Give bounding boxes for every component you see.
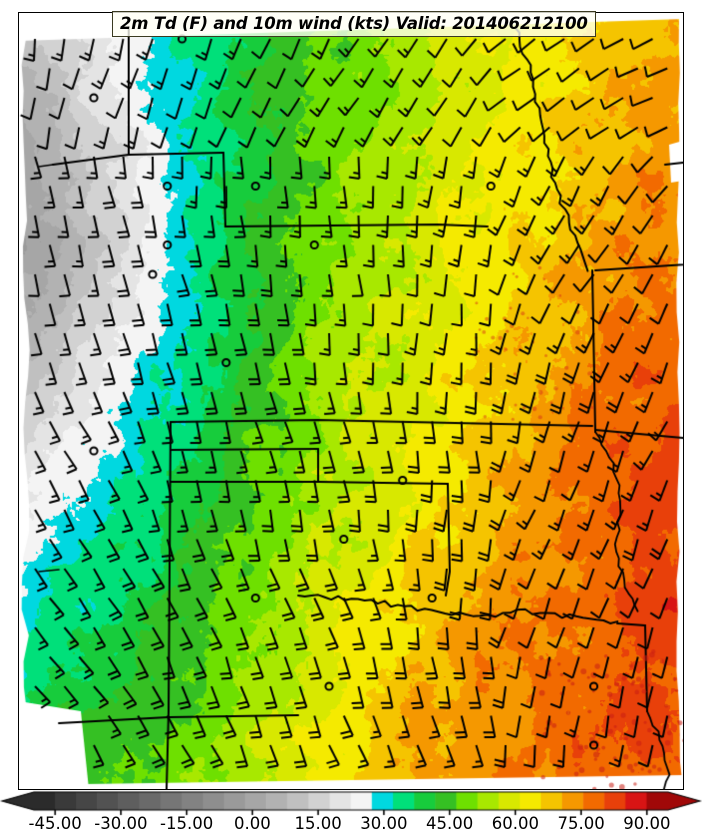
map-panel	[18, 12, 684, 790]
colorbar-tick-label: 75.00	[557, 814, 605, 833]
wind-barbs-overlay	[19, 13, 683, 789]
colorbar-tick-labels: -45.00 -30.00 -15.00 0.00 15.00 30.00 45.00 60.…	[0, 814, 702, 838]
colorbar-tick-label: -15.00	[160, 814, 214, 833]
colorbar-tick-label: 30.00	[360, 814, 408, 833]
colorbar-tick-label: 60.00	[491, 814, 539, 833]
map-title: 2m Td (F) and 10m wind (kts) Valid: 2014…	[112, 11, 596, 38]
colorbar-tick-label: -45.00	[28, 814, 82, 833]
colorbar-tick-label: 45.00	[425, 814, 474, 833]
colorbar-tick-label: -30.00	[94, 814, 148, 833]
colorbar-gradient	[0, 790, 702, 816]
colorbar: -45.00 -30.00 -15.00 0.00 15.00 30.00 45.00 60.…	[0, 790, 702, 838]
colorbar-tick-label: 0.00	[234, 814, 271, 833]
colorbar-tick-label: 90.00	[623, 814, 671, 833]
colorbar-tick-label: 15.00	[294, 814, 342, 833]
